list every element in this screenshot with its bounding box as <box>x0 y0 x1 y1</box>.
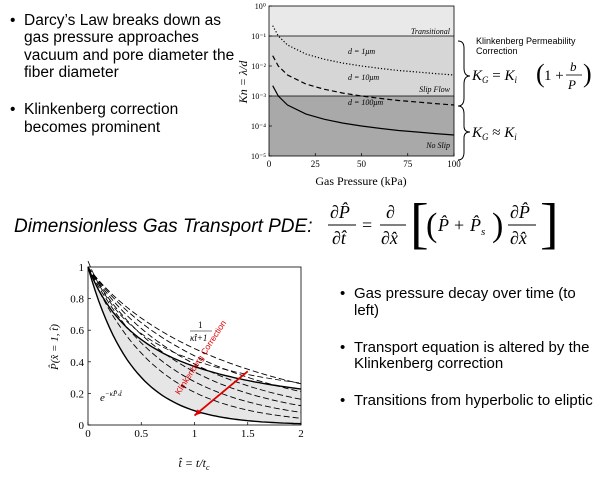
pde-label: Dimensionless Gas Transport PDE: <box>14 216 313 237</box>
bullet-pressure-decay: Gas pressure decay over time (to left) <box>340 285 600 320</box>
lower-bound-curve <box>87 266 302 425</box>
x-axis-label: t̂ = t/tc <box>179 456 210 472</box>
x-tick-label: 2 <box>298 428 304 440</box>
region-band-1 <box>269 36 454 96</box>
kn-series-line-0 <box>272 25 455 76</box>
bottom-bullet-list: Gas pressure decay over time (to left) T… <box>340 285 600 430</box>
correction-region <box>88 267 301 424</box>
svg-text:1 +: 1 + <box>544 68 564 84</box>
svg-text:∂t̂: ∂t̂ <box>332 228 347 248</box>
y-tick-label: 10⁰ <box>255 2 266 11</box>
y-tick-label: 1 <box>79 262 85 274</box>
dashed-curve-4 <box>87 266 302 393</box>
y-tick-label: 0.8 <box>70 294 84 306</box>
kg-approx-equation: KG ≈ Ki <box>471 125 517 142</box>
svg-text:+: + <box>454 215 464 235</box>
lower-brace <box>457 105 471 161</box>
svg-text:P̂: P̂ <box>437 215 449 235</box>
dashed-curve-0 <box>87 266 302 419</box>
svg-text:1: 1 <box>198 320 203 330</box>
x-tick-label: 1 <box>192 428 198 440</box>
axis-ticks: 0 25 50 75 100 10⁰ 10⁻¹ 10⁻² 10⁻³ 10⁻⁴ 10⁻⁵ <box>251 2 461 169</box>
y-axis-label: Kn = λ/d <box>236 60 250 105</box>
svg-text:κt̂+1: κt̂+1 <box>190 333 207 343</box>
y-tick-label: 10⁻⁵ <box>251 152 266 161</box>
kn-series-line-1 <box>272 55 455 106</box>
svg-text:(: ( <box>426 207 437 244</box>
pde-equation: ∂P̂ ∂t̂ = ∂ ∂x̂ [ ( P̂ + P̂s ) ∂P̂ ∂x̂ ] <box>328 194 559 255</box>
y-tick-label: 0 <box>79 420 85 432</box>
top-bullet-list: Darcy’s Law breaks down as gas pressure … <box>10 12 235 136</box>
series-label-1um: d = 1μm <box>348 47 375 56</box>
dashed-curve-2 <box>87 266 302 407</box>
x-tick-label: 25 <box>311 159 321 169</box>
upper-bound-label: 1 κt̂+1 <box>190 320 212 343</box>
dashed-curve-1 <box>87 266 302 413</box>
axis-ticks: 0 0.5 1 1.5 2 0 0.2 0.4 0.6 0.8 1 <box>70 262 304 440</box>
region-label-transitional: Transitional <box>411 27 451 36</box>
y-axis-label: P̂(x̂ = 1, t̂) <box>48 324 61 371</box>
bullet-transport: Transport equation is altered by the Kli… <box>340 339 600 374</box>
regime-bands <box>269 6 454 156</box>
svg-text:∂P̂: ∂P̂ <box>330 202 350 222</box>
svg-text:=: = <box>362 215 372 235</box>
y-tick-label: 10⁻¹ <box>251 32 266 41</box>
lower-bound-label: e−κP̂ₛt̂ <box>100 390 123 404</box>
correction-fill <box>88 267 301 424</box>
region-band-0 <box>269 6 454 36</box>
svg-text:[: [ <box>410 194 429 255</box>
x-tick-label: 75 <box>403 159 413 169</box>
svg-text:∂x̂: ∂x̂ <box>381 228 398 248</box>
upper-brace <box>457 40 471 107</box>
region-label-slip: Slip Flow <box>419 85 451 94</box>
upper-bound-curve <box>87 266 302 390</box>
svg-text:∂x̂: ∂x̂ <box>510 228 527 248</box>
svg-text:∂P̂: ∂P̂ <box>510 202 530 222</box>
x-tick-label: 0 <box>85 428 91 440</box>
kn-series <box>272 25 455 136</box>
svg-text:): ) <box>583 59 592 88</box>
klinkenberg-arrow <box>193 370 249 417</box>
x-tick-label: 100 <box>447 159 461 169</box>
svg-text:KG = Ki: KG = Ki <box>471 68 518 85</box>
x-tick-label: 50 <box>357 159 367 169</box>
dashed-curve-5 <box>87 266 302 385</box>
pressure-decay-chart: 0 0.5 1 1.5 200.20.40.60.81 Klinkenberg Corr… <box>48 260 304 472</box>
series-label-100um: d = 100μm <box>348 98 383 107</box>
y-tick-label: 0.2 <box>70 388 84 400</box>
upper-bound-dashed <box>87 260 302 384</box>
dashed-curve-3 <box>87 266 302 400</box>
svg-text:]: ] <box>540 194 559 255</box>
svg-text:(: ( <box>536 59 545 88</box>
knudsen-chart: 0 25 50 75 100 10⁰ 10⁻¹ 10⁻² 10⁻³ 10⁻⁴ 10⁻⁵ Gas Pr… <box>236 2 461 188</box>
svg-text:∂: ∂ <box>386 202 395 222</box>
decay-curves <box>87 260 302 425</box>
svg-text:P̂s: P̂s <box>469 215 485 238</box>
x-tick-label: 1.5 <box>241 428 255 440</box>
arrow-head <box>194 409 202 416</box>
kn-series-line-2 <box>272 85 455 136</box>
x-axis-label: Gas Pressure (kPa) <box>315 174 406 188</box>
y-tick-label: 10⁻² <box>251 62 266 71</box>
series-label-10um: d = 10μm <box>348 73 379 82</box>
svg-text:): ) <box>492 207 503 244</box>
svg-text:b: b <box>570 59 577 74</box>
x-tick-label: 0 <box>267 159 272 169</box>
y-tick-label: 0.4 <box>70 357 84 369</box>
y-tick-label: 10⁻³ <box>251 92 266 101</box>
x-tick-label: 0.5 <box>134 428 148 440</box>
bullet-darcy: Darcy’s Law breaks down as gas pressure … <box>10 12 235 81</box>
kg-full-equation: KG = Ki ( 1 + b P ) <box>471 59 592 92</box>
bullet-klinkenberg: Klinkenberg correction becomes prominent <box>10 101 235 136</box>
klinkenberg-note: Klinkenberg Permeability Correction <box>476 36 576 57</box>
bullet-transition: Transitions from hyperbolic to eliptic <box>340 392 600 410</box>
y-tick-label: 0.6 <box>70 325 84 337</box>
region-label-noslip: No Slip <box>425 141 450 150</box>
y-tick-label: 10⁻⁴ <box>251 122 266 131</box>
arrow-shaft <box>193 370 249 417</box>
svg-text:P: P <box>567 77 576 92</box>
klinkenberg-braces: KG = Ki ( 1 + b P ) KG ≈ Ki <box>457 40 592 161</box>
